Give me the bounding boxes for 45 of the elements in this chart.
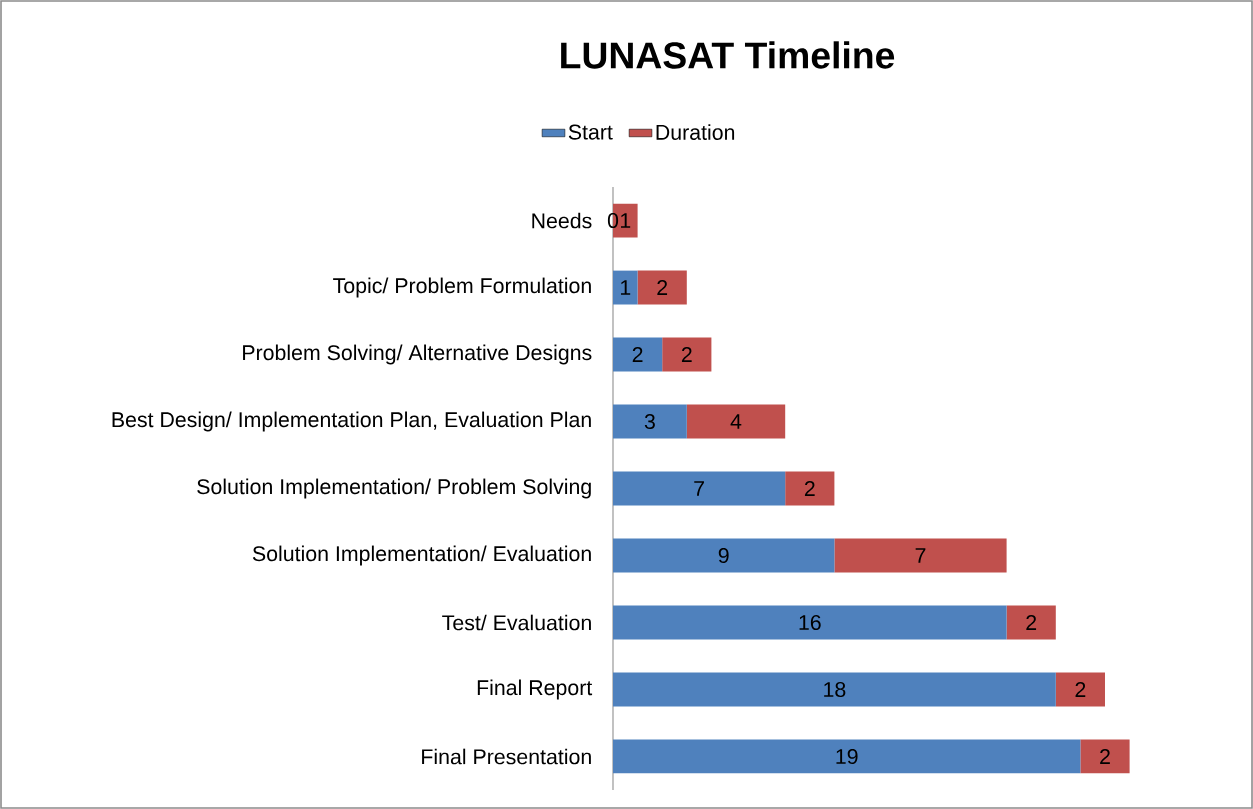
legend-label: Duration [656,124,735,140]
bar [613,404,687,439]
data-label: 3 [644,413,655,430]
bar [785,471,835,506]
data-label: 19 [836,748,858,765]
data-label: 2 [1026,615,1037,630]
chart-title: LUNASAT Timeline [561,41,895,69]
data-label: 7 [694,481,704,496]
data-label: 4 [730,414,742,429]
data-label: 2 [804,481,815,496]
y-tick-label: Problem Solving/ Alternative Designs [243,344,592,365]
y-tick-label: Final Presentation [422,748,591,765]
bar [613,337,663,372]
data-label: 1 [621,280,631,295]
data-label: 9 [718,547,729,564]
y-tick-label: Best Design/ Implementation Plan, Evaluation Plan [112,411,591,432]
bar [686,404,786,439]
bar [834,538,1007,573]
bar [662,337,712,372]
data-label: 2 [1100,749,1110,764]
y-tick-label: Final Report [477,679,593,700]
y-tick-label: Solution Implementation/ Problem Solving [197,478,591,499]
bar [613,605,1007,640]
bar [613,672,1056,707]
bar [613,270,638,305]
data-label: 2 [657,280,668,295]
data-label: 7 [915,548,926,563]
bar [613,538,835,573]
data-label: 2 [1075,682,1086,697]
y-tick-label: Needs [532,212,592,229]
y-tick-label: Test/ Evaluation [442,614,591,631]
data-label: 1 [621,213,631,228]
bar [637,270,687,305]
legend-label: Start [568,124,613,140]
data-label: 16 [799,614,821,631]
bar [1080,739,1130,774]
bar [613,739,1081,774]
bar [1055,672,1105,707]
bar [613,471,786,506]
data-label: 18 [824,681,846,698]
data-label: 2 [681,347,692,362]
y-tick-label: Solution Implementation/ Evaluation [252,545,591,566]
bar [1006,605,1056,640]
data-label: 2 [632,347,643,362]
y-tick-label: Topic/ Problem Formulation [333,277,591,298]
